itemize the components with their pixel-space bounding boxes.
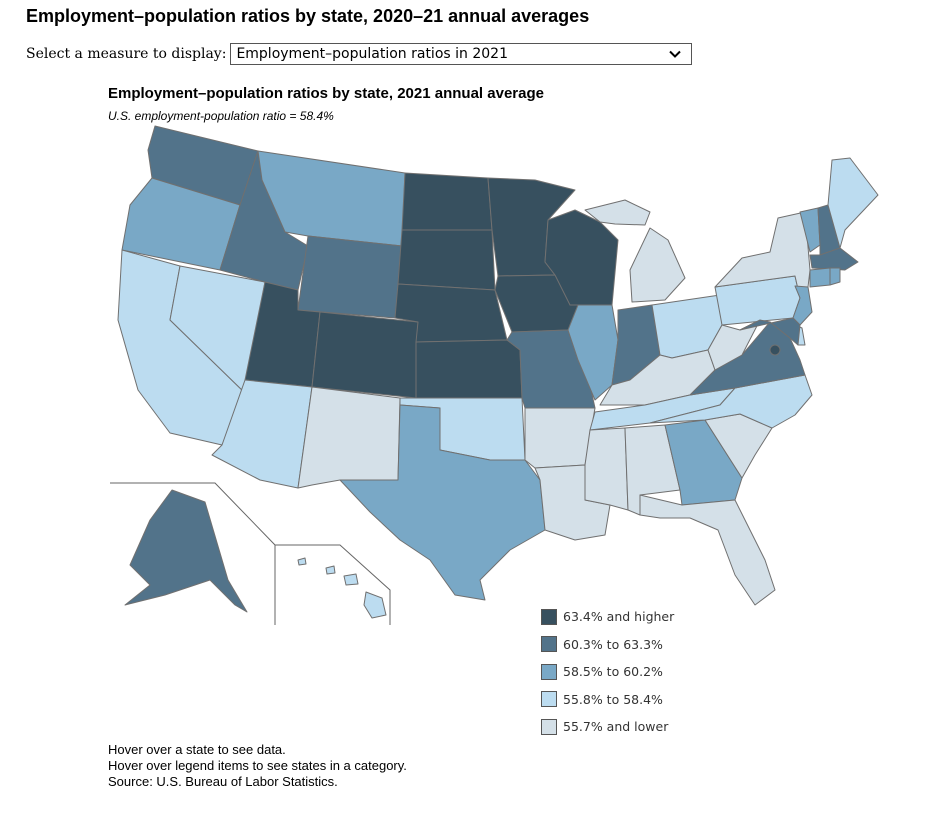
legend-swatch bbox=[541, 718, 557, 735]
state-ND[interactable] bbox=[401, 172, 493, 231]
measure-selector-label: Select a measure to display: bbox=[26, 46, 227, 62]
state-SD[interactable] bbox=[397, 229, 496, 291]
legend-label: 58.5% to 60.2% bbox=[563, 664, 663, 679]
state-MA[interactable] bbox=[809, 247, 859, 271]
legend-swatch bbox=[541, 663, 557, 680]
legend-item-63-4-and-higher[interactable]: 63.4% and higher bbox=[541, 607, 674, 626]
map-title: Employment–population ratios by state, 2… bbox=[108, 85, 544, 102]
state-AR[interactable] bbox=[524, 407, 596, 469]
state-OR[interactable] bbox=[121, 177, 241, 271]
state-WY[interactable] bbox=[297, 235, 403, 319]
state-DC[interactable] bbox=[769, 344, 781, 356]
hover-state-note: Hover over a state to see data. bbox=[108, 742, 286, 757]
legend-swatch bbox=[541, 608, 557, 625]
measure-selector-row: Select a measure to display: Employment–… bbox=[26, 43, 693, 65]
state-AK[interactable] bbox=[124, 489, 248, 613]
state-TX[interactable] bbox=[339, 404, 546, 601]
legend-item-60-3-to-63-3[interactable]: 60.3% to 63.3% bbox=[541, 635, 674, 654]
legend-swatch bbox=[541, 691, 557, 707]
state-KS[interactable] bbox=[415, 339, 523, 399]
state-HI[interactable] bbox=[297, 557, 387, 619]
chevron-down-icon bbox=[669, 50, 682, 58]
state-MD[interactable] bbox=[739, 317, 801, 346]
state-FL[interactable] bbox=[639, 494, 776, 606]
alaska-inset-frame bbox=[110, 482, 276, 625]
map-legend: 63.4% and higher 60.3% to 63.3% 58.5% to… bbox=[541, 607, 674, 745]
state-CT[interactable] bbox=[809, 267, 831, 288]
state-IL[interactable] bbox=[567, 304, 619, 401]
state-NM[interactable] bbox=[297, 386, 401, 489]
hawaii-inset-frame bbox=[275, 544, 391, 625]
source-note: Source: U.S. Bureau of Labor Statistics. bbox=[108, 774, 338, 789]
state-WI[interactable] bbox=[544, 209, 619, 306]
state-MS[interactable] bbox=[584, 427, 629, 511]
legend-swatch bbox=[541, 636, 557, 652]
state-CO[interactable] bbox=[311, 311, 419, 399]
map-subtitle: U.S. employment-population ratio = 58.4% bbox=[108, 109, 334, 123]
legend-label: 55.7% and lower bbox=[563, 719, 669, 734]
legend-item-55-8-to-58-4[interactable]: 55.8% to 58.4% bbox=[541, 690, 674, 709]
legend-item-55-7-and-lower[interactable]: 55.7% and lower bbox=[541, 717, 674, 736]
legend-label: 55.8% to 58.4% bbox=[563, 691, 663, 707]
legend-item-58-5-to-60-2[interactable]: 58.5% to 60.2% bbox=[541, 662, 674, 681]
state-RI[interactable] bbox=[829, 267, 841, 286]
measure-select-value: Employment–population ratios in 2021 bbox=[236, 46, 508, 62]
legend-label: 60.3% to 63.3% bbox=[563, 636, 663, 652]
legend-label: 63.4% and higher bbox=[563, 609, 675, 624]
measure-select[interactable]: Employment–population ratios in 2021 bbox=[230, 43, 693, 65]
map-notes: Hover over a state to see data. Hover ov… bbox=[108, 742, 407, 790]
hover-legend-note: Hover over legend items to see states in… bbox=[108, 758, 407, 773]
state-MI[interactable] bbox=[584, 199, 686, 303]
page-title: Employment–population ratios by state, 2… bbox=[26, 6, 590, 26]
